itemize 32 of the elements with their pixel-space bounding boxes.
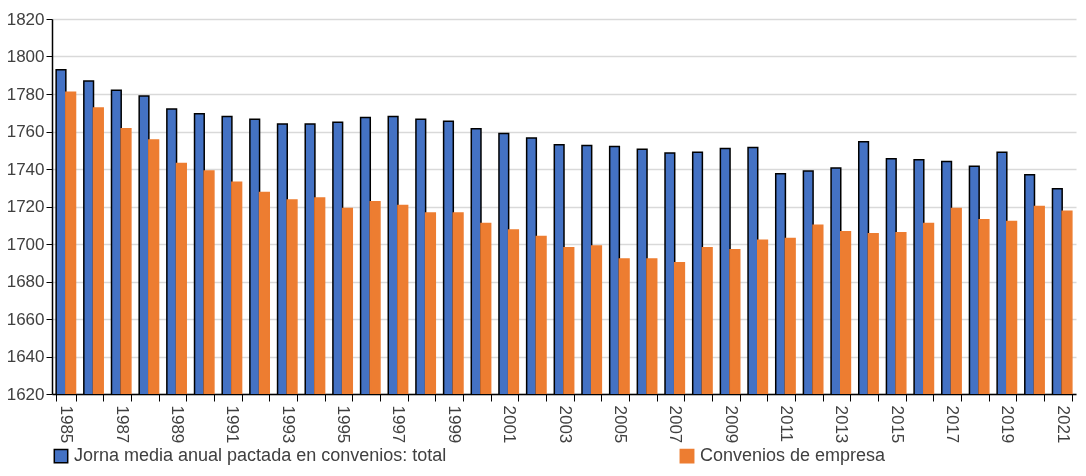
x-tick-label: 2001: [500, 405, 520, 444]
y-tick-label: 1620: [6, 384, 45, 404]
y-tick-label: 1720: [6, 197, 45, 216]
y-tick-label: 1700: [6, 234, 45, 254]
x-tick-label: 1987: [112, 405, 132, 444]
x-tick-label: 2013: [832, 405, 852, 444]
x-tick-label: 1991: [223, 405, 243, 444]
y-tick-label: 1740: [6, 159, 45, 179]
y-tick-label: 1800: [6, 47, 45, 66]
x-tick-label: 1985: [57, 405, 77, 444]
x-tick-label: 2009: [721, 405, 741, 444]
x-tick-label: 2015: [887, 405, 907, 444]
x-tick-label: 2011: [776, 405, 796, 443]
x-tick-label: 2005: [610, 405, 630, 444]
x-tick-label: 1989: [168, 405, 188, 444]
x-tick-label: 1999: [444, 405, 464, 444]
y-tick-label: 1660: [6, 309, 45, 329]
y-tick-label: 1640: [6, 347, 45, 366]
y-tick-label: 1780: [6, 84, 45, 104]
legend-label: Jorna media anual pactada en convenios: total: [74, 445, 447, 466]
y-tick-label: 1760: [6, 122, 45, 141]
legend-label: Convenios de empresa: [700, 445, 887, 466]
x-tick-label: 1995: [334, 405, 354, 444]
x-tick-label: 1997: [389, 405, 409, 444]
x-tick-label: 2017: [942, 405, 962, 444]
y-tick-label: 1680: [6, 272, 45, 291]
x-tick-label: 1993: [278, 405, 298, 444]
x-tick-label: 2019: [998, 405, 1018, 444]
x-tick-label: 2007: [666, 405, 686, 444]
x-tick-label: 2021: [1053, 405, 1073, 444]
x-tick-label: 2003: [555, 405, 575, 444]
y-tick-label: 1820: [6, 9, 45, 29]
